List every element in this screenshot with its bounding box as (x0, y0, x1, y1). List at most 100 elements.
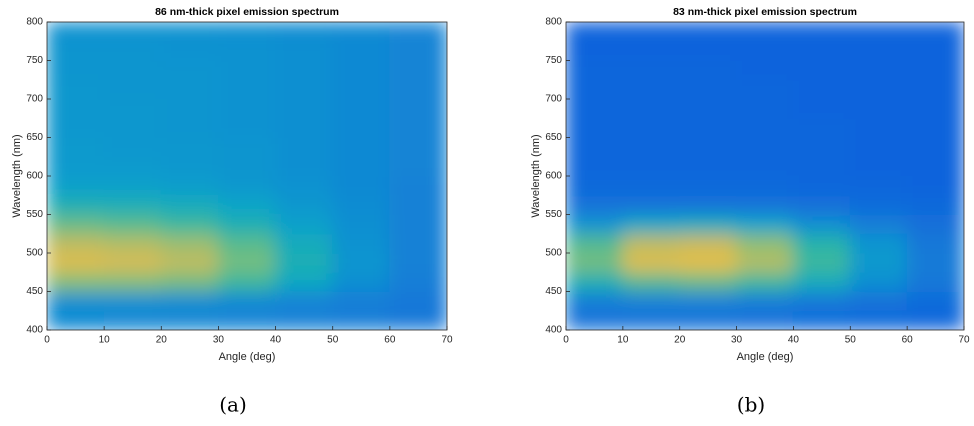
heatmap-cell (566, 175, 624, 196)
heatmap-cell (160, 194, 219, 215)
heatmap-cell (332, 40, 391, 61)
heatmap-cell (103, 156, 162, 177)
heatmap-cell (622, 252, 681, 273)
heatmap-cell (103, 194, 162, 215)
heatmap-cell (849, 194, 908, 215)
plot-area (566, 22, 964, 330)
heatmap-cell (792, 156, 851, 177)
heatmap-cell (217, 117, 277, 138)
heatmap-cell (47, 194, 105, 215)
heatmap-cell (160, 98, 219, 119)
heatmap-cell (792, 271, 851, 292)
heatmap-cell (566, 291, 624, 312)
heatmap-cell (622, 22, 681, 42)
x-tick-label: 60 (902, 335, 914, 346)
heatmap-cell (849, 291, 908, 312)
x-tick-label: 10 (617, 335, 629, 346)
y-tick-label: 650 (545, 132, 562, 143)
heatmap-cell (906, 214, 964, 235)
heatmap-cell (217, 156, 277, 177)
heatmap-cell (679, 233, 738, 254)
y-tick-label: 650 (26, 132, 43, 143)
heatmap-cell (736, 233, 794, 254)
heatmap-cell (332, 175, 391, 196)
heatmap-cell (849, 233, 908, 254)
heatmap-cell (389, 98, 447, 119)
heatmap-cell (622, 291, 681, 312)
heatmap-cell (792, 60, 851, 81)
heatmap-cell (906, 175, 964, 196)
x-tick-label: 0 (44, 335, 50, 346)
heatmap-cell (47, 310, 105, 330)
heatmap-cell (103, 310, 162, 330)
heatmap-cell (792, 310, 851, 330)
x-tick-label: 70 (441, 335, 453, 346)
heatmap-cell (47, 117, 105, 138)
heatmap-cell (160, 60, 219, 81)
heatmap-cell (389, 271, 447, 292)
heatmap-cell (217, 233, 277, 254)
heatmap-cell (792, 79, 851, 100)
caption: (b) (737, 393, 765, 417)
heatmap-cell (332, 22, 391, 42)
heatmap-cell (906, 310, 964, 330)
x-axis-label: Angle (deg) (737, 351, 794, 363)
heatmap-cell (275, 214, 334, 235)
y-tick-label: 450 (545, 286, 562, 297)
heatmap-cell (849, 175, 908, 196)
heatmap-cell (849, 214, 908, 235)
x-tick-label: 10 (99, 335, 111, 346)
heatmap-cell (103, 60, 162, 81)
heatmap-cell (849, 137, 908, 158)
heatmap-cell (275, 22, 334, 42)
heatmap-cell (47, 271, 105, 292)
heatmap-cell (566, 60, 624, 81)
heatmap-cell (906, 291, 964, 312)
y-axis-label: Wavelength (nm) (530, 134, 542, 217)
heatmap-cell (566, 98, 624, 119)
heatmap-cell (160, 175, 219, 196)
heatmap-cell (849, 271, 908, 292)
heatmap-cell (160, 156, 219, 177)
heatmap-cell (332, 252, 391, 273)
heatmap-cell (47, 233, 105, 254)
x-tick-label: 20 (674, 335, 686, 346)
heatmap-cell (906, 79, 964, 100)
heatmap-cell (679, 22, 738, 42)
heatmap-cell (679, 117, 738, 138)
y-tick-label: 750 (26, 55, 43, 66)
heatmap-cell (217, 40, 277, 61)
heatmap-cell (275, 175, 334, 196)
heatmap-cell (679, 156, 738, 177)
heatmap-cell (160, 252, 219, 273)
heatmap-cell (566, 233, 624, 254)
heatmap-cell (566, 79, 624, 100)
heatmap-cell (275, 310, 334, 330)
heatmap-cell (849, 60, 908, 81)
heatmap-cell (217, 98, 277, 119)
heatmap-cell (906, 271, 964, 292)
heatmap-cell (160, 117, 219, 138)
heatmap-cell (906, 137, 964, 158)
y-tick-label: 400 (545, 325, 562, 336)
heatmap (566, 22, 964, 330)
heatmap-cell (103, 291, 162, 312)
heatmap-cell (792, 175, 851, 196)
heatmap-cell (679, 137, 738, 158)
y-tick-label: 500 (545, 248, 562, 259)
heatmap-cell (332, 214, 391, 235)
heatmap-cell (622, 175, 681, 196)
heatmap-cell (332, 194, 391, 215)
heatmap-cell (389, 175, 447, 196)
heatmap-cell (275, 271, 334, 292)
heatmap-cell (622, 79, 681, 100)
heatmap-cell (47, 60, 105, 81)
heatmap-cell (217, 137, 277, 158)
heatmap-cell (792, 291, 851, 312)
heatmap-cell (906, 117, 964, 138)
heatmap-cell (736, 156, 794, 177)
heatmap-cell (160, 79, 219, 100)
heatmap-cell (160, 40, 219, 61)
heatmap-cell (622, 117, 681, 138)
